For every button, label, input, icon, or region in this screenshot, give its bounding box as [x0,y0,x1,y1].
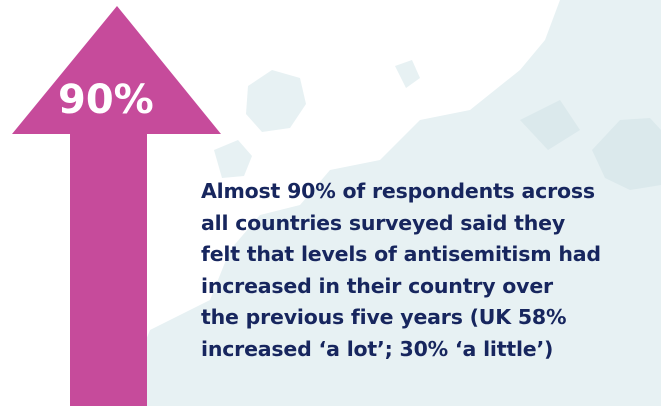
statement-line: Almost 90% of respondents across [201,179,595,203]
percentage-figure: 90% [58,77,154,123]
statement-text: Almost 90% of respondents across all cou… [201,176,641,365]
statement-line: felt that levels of antisemitism had [201,242,601,266]
statement-line: all countries surveyed said they [201,210,566,235]
statement-line: increased ‘a lot’; 30% ‘a little’) [201,336,554,361]
statement-line: the previous five years (UK 58% [201,305,567,329]
statement-line: increased in their country over [201,273,553,298]
